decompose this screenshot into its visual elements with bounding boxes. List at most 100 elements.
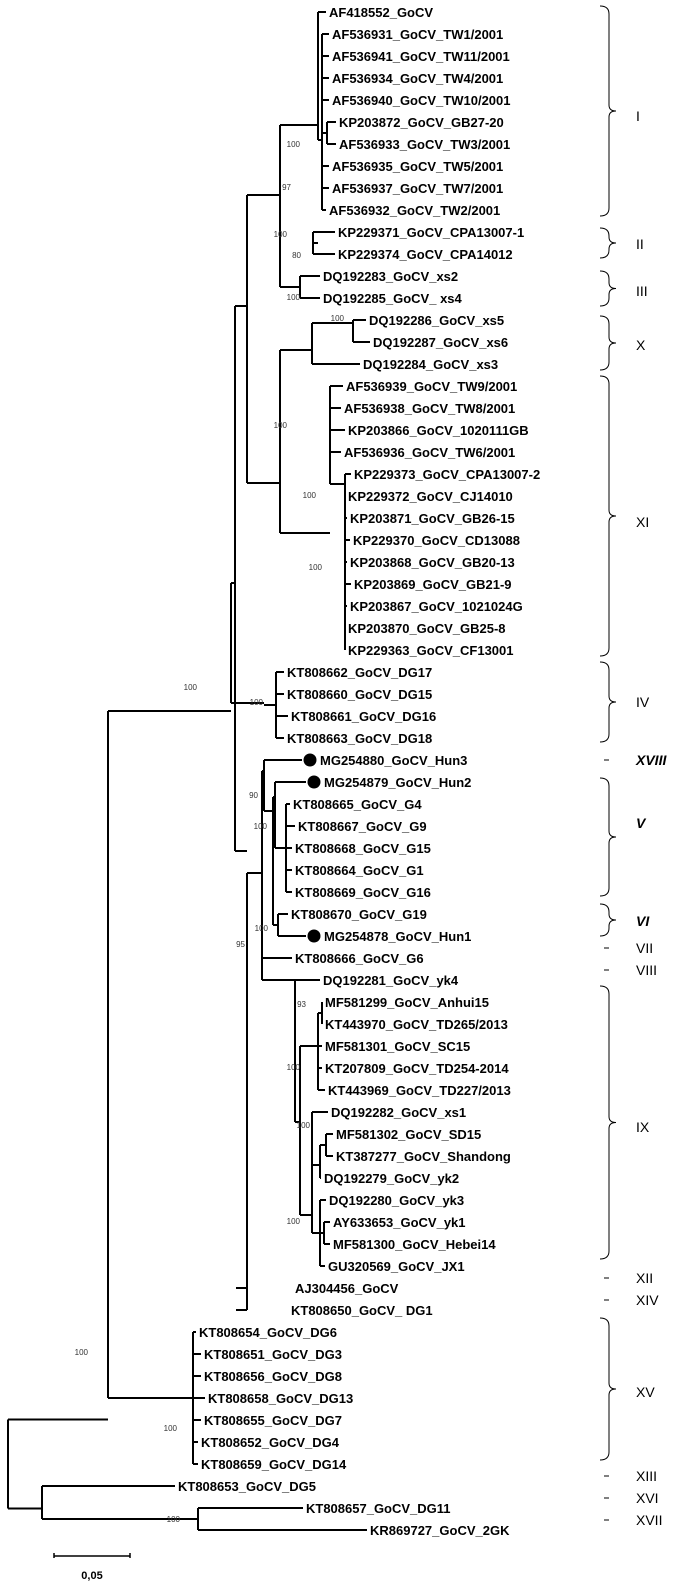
clade-label: VIII [636, 962, 657, 978]
bootstrap-value: 100 [274, 230, 288, 239]
tip-label: AY633653_GoCV_yk1 [333, 1215, 466, 1230]
tip-label: DQ192282_GoCV_xs1 [331, 1105, 466, 1120]
clade-label: XI [636, 514, 649, 530]
clade-bracket [599, 1317, 617, 1461]
tip-label: KT808652_GoCV_DG4 [201, 1435, 340, 1450]
clade-bracket [599, 5, 617, 217]
tip-label: KT808668_GoCV_G15 [295, 841, 431, 856]
bootstrap-value: 95 [236, 940, 245, 949]
tip-label: AF536941_GoCV_TW11/2001 [332, 49, 510, 64]
clade-label: III [636, 283, 648, 299]
tip-label: KP203868_GoCV_GB20-13 [350, 555, 515, 570]
tip-label: KT808650_GoCV_ DG1 [291, 1303, 433, 1318]
tip-label: AF536938_GoCV_TW8/2001 [344, 401, 515, 416]
clade-label: XII [636, 1270, 653, 1286]
tip-label: AJ304456_GoCV [295, 1281, 399, 1296]
tip-label: KT808665_GoCV_G4 [293, 797, 422, 812]
clade-bracket [599, 777, 617, 897]
bootstrap-value: 100 [303, 491, 317, 500]
bootstrap-value: 100 [255, 924, 269, 933]
clade-label: XIV [636, 1292, 659, 1308]
clade-label: VII [636, 940, 653, 956]
tip-label: KT808664_GoCV_G1 [295, 863, 424, 878]
tip-label: DQ192283_GoCV_xs2 [323, 269, 458, 284]
tip-label: MG254880_GoCV_Hun3 [320, 753, 467, 768]
novel-strain-marker-icon [307, 775, 321, 789]
tip-label: DQ192280_GoCV_yk3 [329, 1193, 464, 1208]
bootstrap-value: 100 [274, 421, 288, 430]
bootstrap-value: 100 [287, 293, 301, 302]
tip-label: DQ192284_GoCV_xs3 [363, 357, 498, 372]
bootstrap-value: 100 [287, 1217, 301, 1226]
tip-label: MG254879_GoCV_Hun2 [324, 775, 471, 790]
clade-bracket [599, 661, 617, 743]
clade-label: IX [636, 1119, 650, 1135]
tip-label: DQ192285_GoCV_ xs4 [323, 291, 463, 306]
clade-label: XVII [636, 1512, 662, 1528]
bootstrap-value: 100 [309, 563, 323, 572]
tip-label: DQ192279_GoCV_yk2 [324, 1171, 459, 1186]
tip-label: KT808669_GoCV_G16 [295, 885, 431, 900]
clade-bracket [599, 315, 617, 371]
tip-label: AF418552_GoCV [329, 5, 433, 20]
clade-label: VI [636, 913, 650, 929]
clade-label: XVIII [635, 752, 667, 768]
novel-strain-marker-icon [307, 929, 321, 943]
bootstrap-value: 100 [167, 1515, 181, 1524]
tip-label: KP203871_GoCV_GB26-15 [350, 511, 515, 526]
clade-label: II [636, 236, 644, 252]
scale-bar: 0,05 [53, 1553, 131, 1582]
tip-label: KP229363_GoCV_CF13001 [348, 643, 514, 658]
tip-label: DQ192286_GoCV_xs5 [369, 313, 504, 328]
tip-label: AF536933_GoCV_TW3/2001 [339, 137, 510, 152]
clade-label: IV [636, 694, 650, 710]
tip-label: AF536932_GoCV_TW2/2001 [329, 203, 500, 218]
tip-label: MF581299_GoCV_Anhui15 [325, 995, 489, 1010]
tip-label: AF536939_GoCV_TW9/2001 [346, 379, 517, 394]
bootstrap-value: 100 [297, 1121, 311, 1130]
tip-label: GU320569_GoCV_JX1 [328, 1259, 465, 1274]
bootstrap-values: 100 97 80 100 100 100 100 100 100 100 100 90 100 100 9… [75, 140, 345, 1524]
clade-label: I [636, 108, 640, 124]
clade-label: XV [636, 1384, 655, 1400]
tip-label: KR869727_GoCV_2GK [370, 1523, 510, 1538]
tip-label: KP203867_GoCV_1021024G [350, 599, 523, 614]
bootstrap-value: 100 [287, 1063, 301, 1072]
tip-label: KT808660_GoCV_DG15 [287, 687, 432, 702]
bootstrap-value: 100 [287, 140, 301, 149]
tip-label: KP203872_GoCV_GB27-20 [339, 115, 504, 130]
scale-bar-line [53, 1553, 131, 1558]
bootstrap-value: 100 [75, 1348, 89, 1357]
bootstrap-value: 97 [282, 183, 291, 192]
tip-label: KP229372_GoCV_CJ14010 [348, 489, 513, 504]
tip-label: AF536937_GoCV_TW7/2001 [332, 181, 503, 196]
tip-label: KP229374_GoCV_CPA14012 [338, 247, 513, 262]
tip-labels: AF418552_GoCV AF536931_GoCV_TW1/2001 AF536… [178, 5, 540, 1538]
tip-label: MF581300_GoCV_Hebei14 [333, 1237, 496, 1252]
tip-label: AF536935_GoCV_TW5/2001 [332, 159, 503, 174]
tip-label: KT443970_GoCV_TD265/2013 [325, 1017, 508, 1032]
tip-label: KT808658_GoCV_DG13 [208, 1391, 353, 1406]
tip-label: AF536940_GoCV_TW10/2001 [332, 93, 510, 108]
clade-label: X [636, 337, 646, 353]
tip-label: KP229371_GoCV_CPA13007-1 [338, 225, 524, 240]
tree-branches [7, 11, 370, 1531]
tip-label: MF581302_GoCV_SD15 [336, 1127, 481, 1142]
clade-label: XVI [636, 1490, 659, 1506]
tip-label: KT808651_GoCV_DG3 [204, 1347, 342, 1362]
clade-label: V [636, 815, 647, 831]
tip-label: DQ192287_GoCV_xs6 [373, 335, 508, 350]
tip-label: KP203869_GoCV_GB21-9 [354, 577, 512, 592]
tip-label: KT808666_GoCV_G6 [295, 951, 424, 966]
tip-label: KT808653_GoCV_DG5 [178, 1479, 316, 1494]
bootstrap-value: 100 [254, 822, 268, 831]
clade-bracket [599, 227, 617, 259]
tip-label: KT808657_GoCV_DG11 [306, 1501, 451, 1516]
bootstrap-value: 90 [249, 791, 258, 800]
tip-label: KT808655_GoCV_DG7 [204, 1413, 342, 1428]
tip-label: KP203870_GoCV_GB25-8 [348, 621, 506, 636]
tip-label: KT207809_GoCV_TD254-2014 [325, 1061, 509, 1076]
tip-label: KT808667_GoCV_G9 [298, 819, 427, 834]
tip-label: AF536936_GoCV_TW6/2001 [344, 445, 515, 460]
clade-annotations: IIIIIIXXIIVXVIIIVVIVIIVIIIIXXIIXIVXVXIII… [599, 5, 667, 1528]
